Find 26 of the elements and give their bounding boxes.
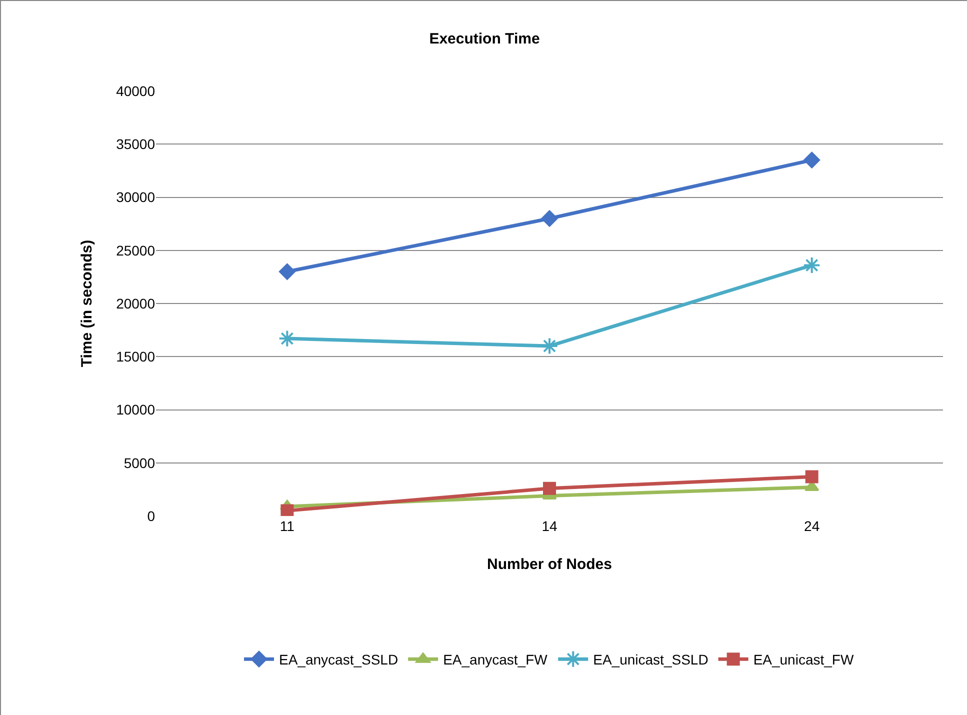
y-axis-title: Time (in seconds): [78, 240, 96, 368]
point: [541, 210, 558, 227]
y-tick-label: 25000: [116, 242, 156, 258]
y-tick-label: 10000: [116, 402, 156, 418]
y-tick-label: 40000: [116, 82, 156, 99]
x-tick-label: 11: [280, 518, 295, 534]
y-tick-label: 5000: [124, 454, 156, 471]
legend-label: EA_anycast_SSLD: [279, 652, 398, 668]
point: [803, 256, 821, 274]
point: [543, 482, 556, 495]
chart-title: Execution Time: [429, 30, 540, 48]
x-tick-label: 24: [804, 518, 820, 534]
point: [279, 263, 296, 280]
y-tick-label: 35000: [116, 136, 156, 152]
y-tick-label: 30000: [116, 189, 156, 206]
x-axis-title: Number of Nodes: [486, 556, 612, 573]
legend-label: EA_unicast_FW: [753, 652, 854, 668]
point: [805, 470, 818, 484]
legend-label: EA_anycast_FW: [443, 652, 548, 668]
y-tick-label: 15000: [116, 348, 156, 365]
point: [280, 504, 294, 516]
x-tick-label: 14: [542, 518, 558, 534]
point: [804, 152, 820, 168]
y-tick-label: 20000: [116, 295, 156, 312]
legend-label: EA_unicast_SSLD: [593, 652, 708, 668]
y-tick-label: 0: [147, 508, 156, 524]
